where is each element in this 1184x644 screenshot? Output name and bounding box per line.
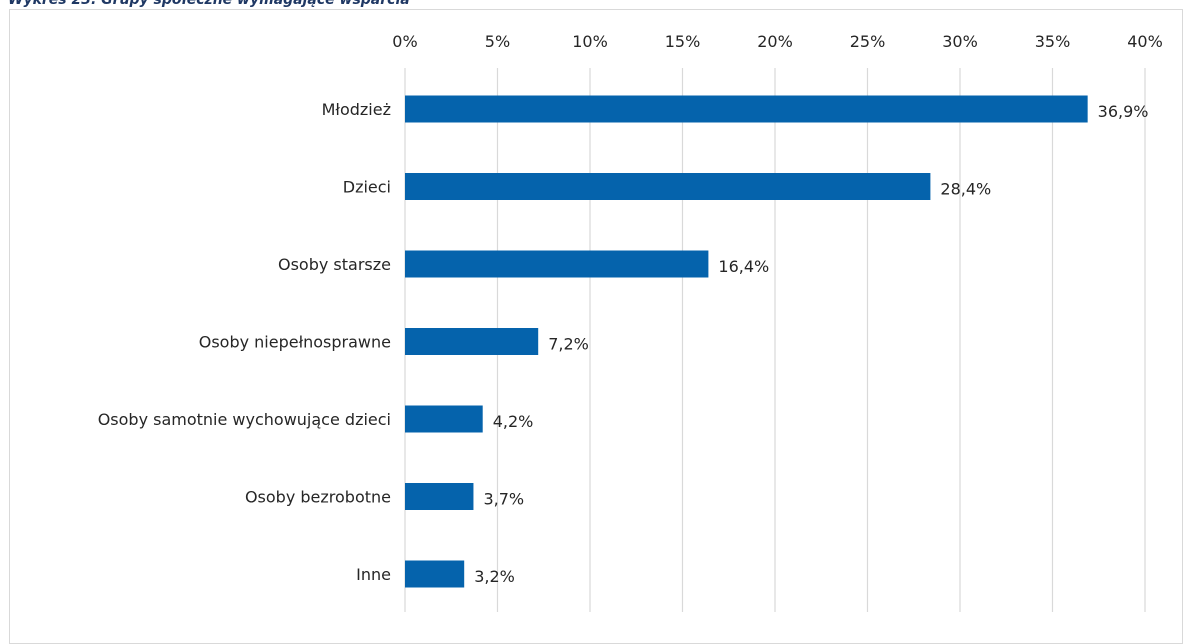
- data-label: 3,7%: [483, 490, 524, 509]
- data-label: 3,2%: [474, 567, 515, 586]
- x-tick-label: 25%: [850, 32, 886, 51]
- chart-caption: Wykres 23. Grupy społeczne wymagające ws…: [8, 0, 410, 8]
- bars: [405, 95, 1088, 588]
- x-tick-label: 5%: [485, 32, 510, 51]
- bar: [405, 250, 709, 278]
- x-tick-label: 30%: [942, 32, 978, 51]
- x-tick-label: 10%: [572, 32, 608, 51]
- bar: [405, 173, 931, 200]
- category-label: Osoby bezrobotne: [245, 488, 391, 507]
- bar: [405, 483, 474, 510]
- category-label: Młodzież: [322, 100, 391, 119]
- x-tick-label: 40%: [1127, 32, 1163, 51]
- data-label: 4,2%: [493, 412, 534, 431]
- bar: [405, 328, 539, 355]
- category-label: Dzieci: [343, 178, 391, 197]
- category-label: Inne: [356, 565, 391, 584]
- x-axis-tick-labels: 0% 5% 10% 15% 20% 25% 30% 35% 40%: [392, 32, 1162, 51]
- x-tick-label: 20%: [757, 32, 793, 51]
- x-tick-label: 35%: [1035, 32, 1071, 51]
- category-label: Osoby niepełnosprawne: [199, 333, 391, 352]
- data-label: 16,4%: [718, 257, 769, 276]
- x-tick-label: 15%: [665, 32, 701, 51]
- category-label: Osoby starsze: [278, 255, 391, 274]
- data-label: 28,4%: [940, 180, 991, 199]
- bar: [405, 560, 465, 588]
- data-label: 7,2%: [548, 335, 589, 354]
- bar: [405, 405, 483, 433]
- bar: [405, 95, 1088, 123]
- category-label: Osoby samotnie wychowujące dzieci: [98, 410, 391, 429]
- category-labels: Młodzież Dzieci Osoby starsze Osoby niepełn…: [98, 100, 391, 584]
- data-label: 36,9%: [1098, 102, 1149, 121]
- value-labels: 36,9% 28,4% 16,4% 7,2% 4,2% 3,7% 3,2%: [474, 102, 1148, 586]
- x-tick-label: 0%: [392, 32, 417, 51]
